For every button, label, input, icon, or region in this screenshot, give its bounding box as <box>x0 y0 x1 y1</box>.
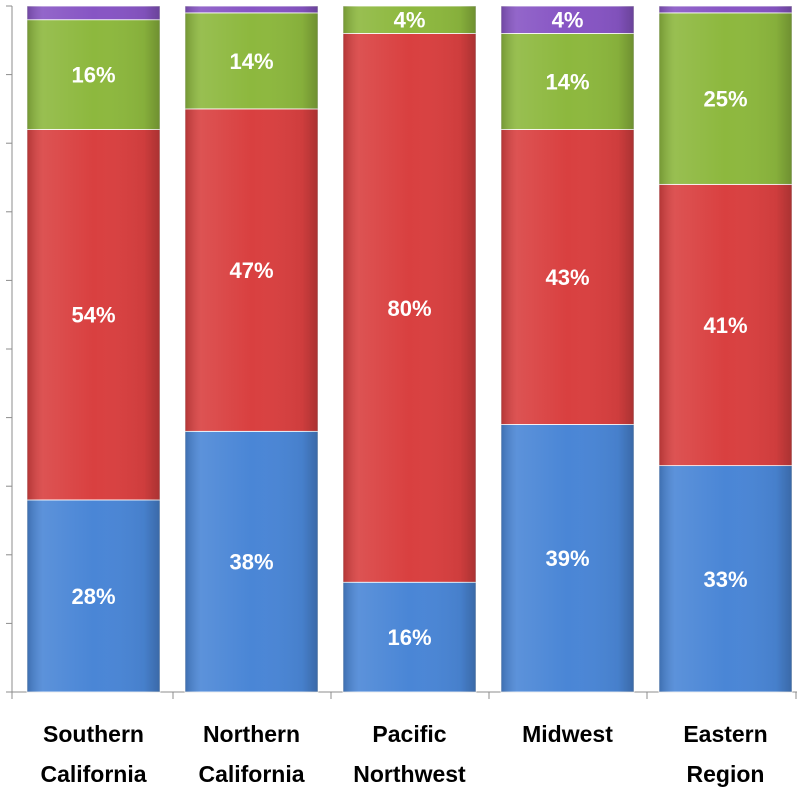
x-tick-label: Pacific <box>372 721 446 747</box>
bar-segment-shading <box>27 499 160 692</box>
bar-segment-shading <box>501 424 634 692</box>
bar-segment-shading <box>27 6 160 20</box>
bar-segment-shading <box>343 33 476 583</box>
data-label: 4% <box>394 8 426 33</box>
x-tick-label: California <box>198 761 304 787</box>
x-tick-label: Region <box>687 761 765 787</box>
x-tick-label: Northwest <box>353 761 466 787</box>
x-tick-label: Northern <box>203 721 300 747</box>
data-label: 16% <box>71 63 115 88</box>
data-label: 28% <box>71 584 115 609</box>
bar-segment-shading <box>659 12 792 185</box>
data-label: 41% <box>703 313 747 338</box>
bar-segment-shading <box>343 582 476 692</box>
bar-segment-shading <box>501 6 634 34</box>
bar-segment-shading <box>185 12 318 109</box>
segment-labels-group: 28% 54% 16% 38% 47% 14% 16% 80% 4% 39% 43% 14% 4% 33%… <box>71 8 747 650</box>
category-labels-group: Southern California Northern California Paci… <box>40 721 767 787</box>
data-label: 14% <box>229 49 273 74</box>
bar-segment-shading <box>185 108 318 432</box>
bar-segment-shading <box>185 431 318 692</box>
bar-segment-shading <box>185 6 318 13</box>
data-label: 14% <box>545 69 589 94</box>
bar-segment-shading <box>343 6 476 34</box>
bar-segment-shading <box>27 129 160 500</box>
bars-group <box>26 5 793 693</box>
bar-segment-shading <box>501 33 634 130</box>
data-label: 43% <box>545 265 589 290</box>
x-tick-label: Southern <box>43 721 144 747</box>
x-tick-label: Eastern <box>683 721 767 747</box>
data-label: 33% <box>703 567 747 592</box>
bar-segment-shading <box>659 6 792 13</box>
x-tick-label: California <box>40 761 146 787</box>
data-label: 16% <box>387 625 431 650</box>
x-tick-label: Midwest <box>522 721 613 747</box>
data-label: 4% <box>552 8 584 33</box>
bar-segment-shading <box>659 184 792 466</box>
bar-segment-shading <box>27 19 160 130</box>
data-label: 25% <box>703 87 747 112</box>
data-label: 80% <box>387 296 431 321</box>
bar-segment-shading <box>501 129 634 425</box>
data-label: 47% <box>229 258 273 283</box>
bar-segment-shading <box>659 465 792 692</box>
data-label: 39% <box>545 546 589 571</box>
data-label: 38% <box>229 550 273 575</box>
data-label: 54% <box>71 303 115 328</box>
